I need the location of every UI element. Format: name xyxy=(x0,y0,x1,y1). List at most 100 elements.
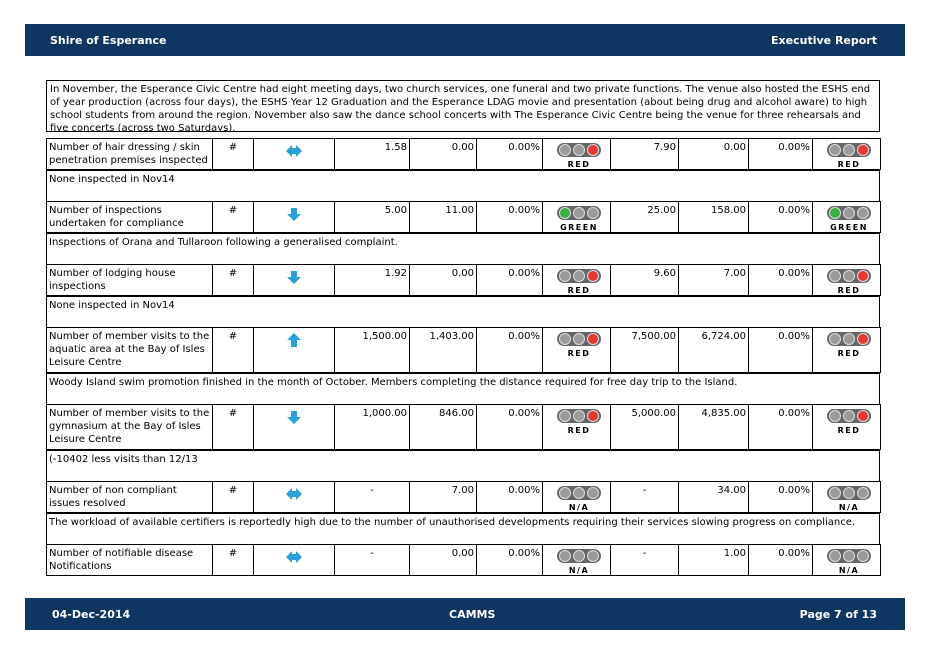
status-label: N/A xyxy=(569,503,589,512)
ytd-target: - xyxy=(610,544,679,576)
ytd-variance: 0.00% xyxy=(748,201,813,233)
trend-arrow xyxy=(287,271,301,284)
variance: 0.00% xyxy=(476,138,543,170)
measure: Number of member visits to the aquatic a… xyxy=(46,327,213,373)
lamp xyxy=(843,410,855,422)
lamp xyxy=(843,333,855,345)
target: 5.00 xyxy=(334,201,410,233)
ytd-target: 25.00 xyxy=(610,201,679,233)
status: RED xyxy=(812,264,881,296)
unit: # xyxy=(212,201,254,233)
lamp xyxy=(857,550,869,562)
header-bar: Shire of Esperance Executive Report xyxy=(25,24,905,56)
status: RED xyxy=(812,404,881,450)
actual: 7.00 xyxy=(409,481,477,513)
unit: # xyxy=(212,327,254,373)
trend xyxy=(253,264,335,296)
unit: # xyxy=(212,404,254,450)
status: RED xyxy=(542,327,611,373)
ytd-variance: 0.00% xyxy=(748,264,813,296)
target: 1.58 xyxy=(334,138,410,170)
traffic-light: RED xyxy=(557,143,601,169)
measure: Number of notifiable disease Notificatio… xyxy=(46,544,213,576)
status-label: RED xyxy=(838,160,861,169)
trend xyxy=(253,138,335,170)
status: RED xyxy=(812,327,881,373)
lamp xyxy=(829,207,841,219)
footer-date: 04-Dec-2014 xyxy=(52,608,131,621)
lamp xyxy=(843,207,855,219)
lamp xyxy=(587,207,599,219)
ytd-variance: 0.00% xyxy=(748,404,813,450)
variance: 0.00% xyxy=(476,544,543,576)
status: RED xyxy=(542,138,611,170)
status-label: N/A xyxy=(839,566,859,575)
ytd-target: - xyxy=(610,481,679,513)
ytd-variance: 0.00% xyxy=(748,138,813,170)
status: N/A xyxy=(542,544,611,576)
ytd-actual: 0.00 xyxy=(678,138,749,170)
comment: (-10402 less visits than 12/13 xyxy=(46,450,880,482)
trend xyxy=(253,481,335,513)
lamp xyxy=(559,550,571,562)
ytd-variance: 0.00% xyxy=(748,481,813,513)
lamp xyxy=(559,270,571,282)
trend xyxy=(253,404,335,450)
lamp xyxy=(559,333,571,345)
trend-arrow xyxy=(286,551,302,563)
actual: 0.00 xyxy=(409,138,477,170)
traffic-light: GREEN xyxy=(827,206,871,232)
lamp xyxy=(829,333,841,345)
lamp xyxy=(573,207,585,219)
trend-arrow xyxy=(287,411,301,424)
ytd-target: 7.90 xyxy=(610,138,679,170)
lamp xyxy=(587,550,599,562)
ytd-target: 5,000.00 xyxy=(610,404,679,450)
traffic-light: N/A xyxy=(557,486,601,512)
intro: In November, the Esperance Civic Centre … xyxy=(46,80,880,132)
lamp xyxy=(843,144,855,156)
trend xyxy=(253,201,335,233)
measure: Number of hair dressing / skin penetrati… xyxy=(46,138,213,170)
lamp xyxy=(843,550,855,562)
status-label: RED xyxy=(838,426,861,435)
status-label: N/A xyxy=(839,503,859,512)
footer-page: Page 7 of 13 xyxy=(799,608,877,621)
ytd-actual: 4,835.00 xyxy=(678,404,749,450)
lamp xyxy=(573,333,585,345)
trend-arrow xyxy=(287,208,301,221)
unit: # xyxy=(212,138,254,170)
lamp xyxy=(587,410,599,422)
lamp xyxy=(857,410,869,422)
status: N/A xyxy=(812,481,881,513)
ytd-target: 7,500.00 xyxy=(610,327,679,373)
lamp xyxy=(573,550,585,562)
lamp xyxy=(587,333,599,345)
status-label: RED xyxy=(568,426,591,435)
actual: 846.00 xyxy=(409,404,477,450)
traffic-light: RED xyxy=(827,143,871,169)
trend-arrow xyxy=(287,333,301,347)
status: GREEN xyxy=(812,201,881,233)
lamp xyxy=(559,144,571,156)
traffic-light: RED xyxy=(827,332,871,358)
trend-arrow xyxy=(286,145,302,157)
lamp xyxy=(829,487,841,499)
traffic-light: RED xyxy=(557,332,601,358)
lamp xyxy=(857,270,869,282)
ytd-actual: 7.00 xyxy=(678,264,749,296)
status-label: RED xyxy=(838,349,861,358)
lamp xyxy=(587,270,599,282)
unit: # xyxy=(212,264,254,296)
ytd-target: 9.60 xyxy=(610,264,679,296)
status: RED xyxy=(542,404,611,450)
comment: Inspections of Orana and Tullaroon follo… xyxy=(46,233,880,265)
measure: Number of non compliant issues resolved xyxy=(46,481,213,513)
footer-center: CAMMS xyxy=(449,608,496,621)
comment: The workload of available certifiers is … xyxy=(46,513,880,545)
trend-arrow xyxy=(286,488,302,500)
lamp xyxy=(857,144,869,156)
lamp xyxy=(857,333,869,345)
header-right: Executive Report xyxy=(771,34,877,47)
ytd-actual: 1.00 xyxy=(678,544,749,576)
